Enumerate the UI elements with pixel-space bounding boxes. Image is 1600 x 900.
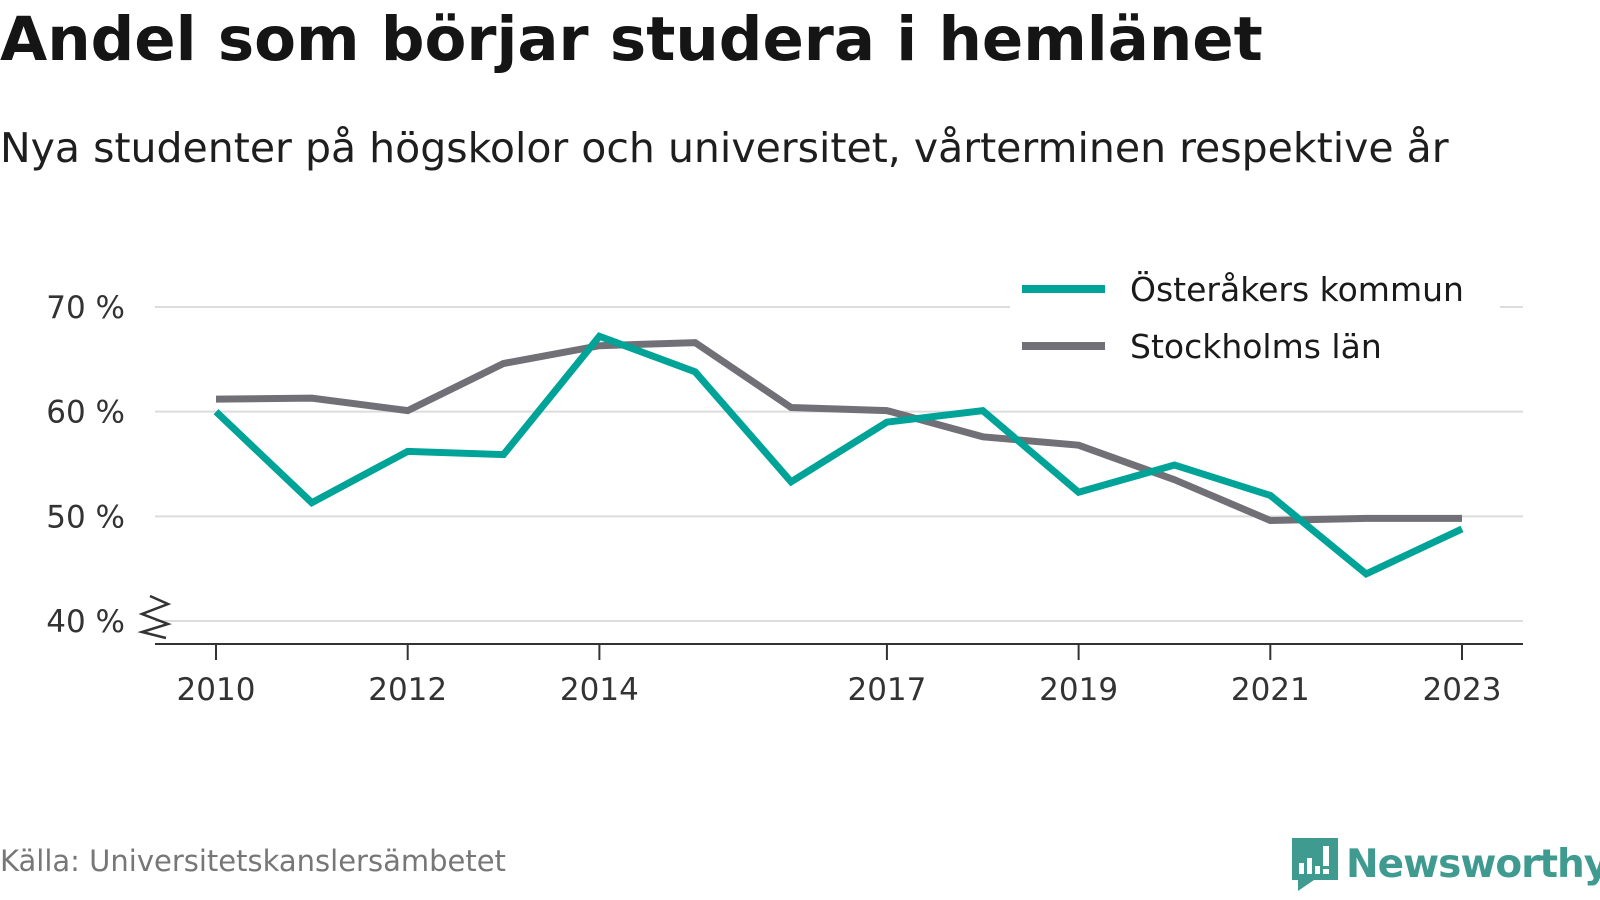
chart-title: Andel som börjar studera i hemlänet xyxy=(0,4,1263,75)
brand-name: Newsworthy xyxy=(1346,841,1600,887)
legend-label: Österåkers kommun xyxy=(1130,269,1464,309)
source-note: Källa: Universitetskanslersämbetet xyxy=(0,844,506,878)
y-tick-label: 70 % xyxy=(46,290,125,326)
series-lines xyxy=(213,332,1464,579)
chart-subtitle: Nya studenter på högskolor och universit… xyxy=(0,124,1449,172)
y-axis-tick-labels: 40 % 50 % 60 % 70 % xyxy=(46,290,125,640)
y-axis-break-icon xyxy=(137,594,172,640)
x-tick-label: 2021 xyxy=(1231,672,1310,708)
y-tick-label: 50 % xyxy=(46,499,125,535)
series-line-0 xyxy=(213,332,1464,579)
newsworthy-logo-icon xyxy=(1292,838,1338,891)
x-tick-label: 2010 xyxy=(177,672,256,708)
x-tick-label: 2023 xyxy=(1423,672,1502,708)
x-tick-label: 2017 xyxy=(847,672,926,708)
axis-break-zigzag xyxy=(137,594,172,640)
x-tick-label: 2019 xyxy=(1039,672,1118,708)
series-line-1 xyxy=(215,339,1462,525)
brand: Newsworthy xyxy=(1290,836,1600,892)
y-tick-label: 40 % xyxy=(46,604,125,640)
line-chart: 40 % 50 % 60 % 70 % 2010 2012 2014 2017 2019 202… xyxy=(46,262,1523,708)
x-axis: 2010 2012 2014 2017 2019 2021 2023 xyxy=(155,643,1523,708)
legend: Österåkers kommun Stockholms län xyxy=(1010,262,1500,368)
x-tick-label: 2014 xyxy=(560,672,639,708)
legend-label: Stockholms län xyxy=(1130,327,1382,366)
y-tick-label: 60 % xyxy=(46,395,125,431)
x-tick-label: 2012 xyxy=(368,672,447,708)
legend-background xyxy=(1010,262,1500,368)
